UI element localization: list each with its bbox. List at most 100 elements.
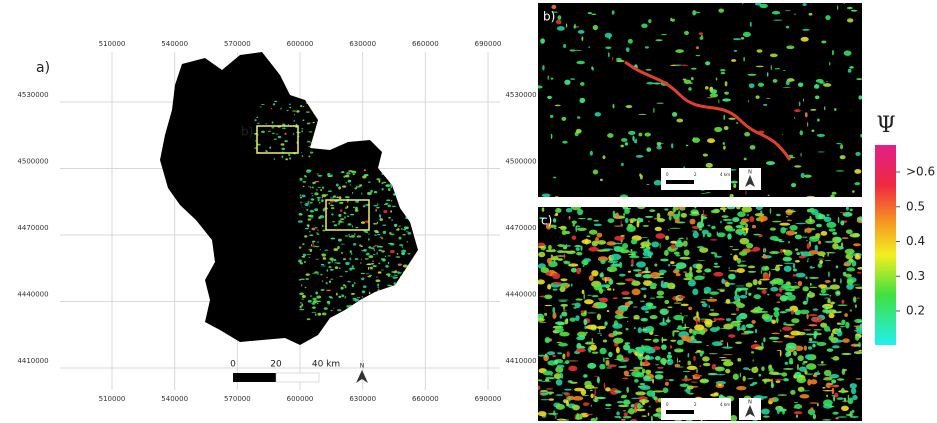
x-tick-label: 510000 [99, 40, 126, 48]
vegetation-patch [311, 244, 312, 247]
vegetation-patch [322, 197, 323, 198]
vegetation-patch [758, 280, 762, 285]
vegetation-patch [318, 198, 320, 201]
vegetation-patch [376, 207, 379, 209]
vegetation-patch [399, 244, 403, 246]
vegetation-patch [309, 234, 313, 235]
vegetation-patch [742, 2, 743, 5]
vegetation-patch [643, 225, 649, 227]
vegetation-patch [322, 280, 323, 282]
vegetation-patch [310, 186, 311, 188]
vegetation-patch [607, 310, 609, 312]
vegetation-patch [644, 360, 648, 365]
vegetation-patch [736, 288, 742, 292]
vegetation-patch [571, 268, 577, 273]
vegetation-patch [848, 69, 852, 73]
vegetation-patch [373, 306, 375, 307]
vegetation-patch [806, 227, 812, 233]
vegetation-patch [704, 268, 711, 272]
vegetation-patch [802, 363, 805, 365]
vegetation-patch [625, 278, 634, 281]
vegetation-patch [849, 416, 858, 418]
vegetation-patch [855, 335, 859, 341]
vegetation-patch [397, 188, 399, 191]
vegetation-patch [588, 247, 599, 252]
vegetation-patch [672, 330, 674, 336]
vegetation-patch [824, 260, 831, 261]
vegetation-patch [721, 279, 725, 284]
vegetation-patch [352, 192, 353, 194]
vegetation-patch [572, 221, 577, 225]
vegetation-patch [693, 137, 695, 141]
vegetation-patch [709, 313, 720, 316]
vegetation-patch [587, 218, 592, 221]
y-tick-label: 4530000 [17, 91, 48, 99]
vegetation-patch [854, 325, 865, 327]
vegetation-patch [671, 19, 675, 22]
vegetation-patch [706, 163, 713, 168]
vegetation-patch [568, 396, 571, 401]
vegetation-patch [648, 220, 650, 222]
vegetation-patch [330, 279, 333, 280]
vegetation-patch [805, 354, 812, 359]
vegetation-patch [587, 312, 597, 313]
vegetation-patch [725, 282, 730, 287]
vegetation-patch [588, 12, 592, 14]
vegetation-patch [331, 207, 334, 209]
x-tick-label: 660000 [412, 40, 439, 48]
vegetation-patch [783, 87, 791, 88]
vegetation-patch [686, 237, 687, 240]
vegetation-patch [307, 254, 312, 255]
vegetation-patch [393, 171, 394, 173]
vegetation-patch [652, 378, 654, 383]
vegetation-patch [808, 341, 819, 343]
vegetation-patch [781, 372, 787, 376]
vegetation-patch [369, 291, 370, 294]
vegetation-patch [703, 154, 708, 157]
vegetation-patch [605, 358, 609, 360]
vegetation-patch [833, 395, 835, 401]
vegetation-patch [696, 270, 702, 273]
vegetation-patch [592, 67, 594, 70]
vegetation-patch [691, 382, 698, 383]
vegetation-patch [689, 328, 693, 333]
vegetation-patch [785, 210, 796, 212]
vegetation-patch [737, 328, 747, 330]
vegetation-patch [345, 235, 349, 236]
vegetation-patch [785, 10, 791, 11]
vegetation-patch [551, 255, 553, 257]
vegetation-patch [651, 241, 659, 247]
vegetation-patch [605, 33, 612, 38]
vegetation-patch [720, 221, 722, 224]
vegetation-patch [370, 190, 373, 193]
vegetation-patch [257, 123, 260, 124]
vegetation-patch [592, 295, 599, 297]
vegetation-patch [360, 262, 361, 264]
vegetation-patch [802, 286, 809, 291]
vegetation-patch [666, 319, 671, 322]
vegetation-patch [317, 301, 321, 302]
vegetation-patch [373, 205, 378, 206]
vegetation-patch [336, 293, 338, 296]
vegetation-patch [340, 209, 343, 212]
vegetation-patch [401, 228, 403, 230]
vegetation-patch [327, 173, 330, 176]
vegetation-patch [835, 237, 841, 241]
vegetation-patch [347, 201, 348, 203]
vegetation-patch [677, 244, 679, 249]
vegetation-patch [780, 227, 786, 233]
vegetation-patch [339, 276, 343, 277]
vegetation-patch [750, 145, 756, 150]
vegetation-patch [314, 271, 318, 273]
vegetation-patch [309, 231, 310, 233]
vegetation-patch [855, 253, 859, 257]
vegetation-patch [559, 287, 565, 292]
vegetation-patch [345, 262, 350, 265]
vegetation-patch [743, 57, 745, 62]
colorbar-label: 0.2 [906, 304, 925, 318]
vegetation-patch [553, 177, 556, 179]
vegetation-patch [645, 46, 649, 48]
vegetation-patch [636, 261, 646, 267]
vegetation-patch [545, 377, 555, 379]
vegetation-patch [663, 388, 669, 394]
